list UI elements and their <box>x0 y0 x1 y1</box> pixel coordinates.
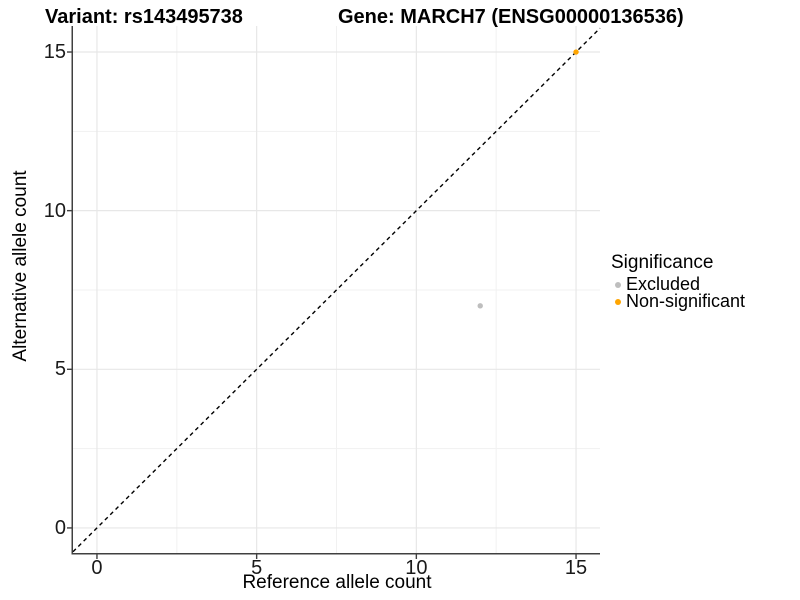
identity-reference-line <box>72 27 601 553</box>
y-axis-label: Alternative allele count <box>10 170 31 362</box>
x-tick-label: 5 <box>251 557 263 579</box>
x-tick-label: 15 <box>564 557 588 579</box>
plot-title-variant: Variant: rs143495738 <box>45 6 243 28</box>
x-tick-label: 10 <box>405 557 428 579</box>
y-tick-label: 0 <box>54 516 66 539</box>
x-tick-label: 0 <box>91 557 103 579</box>
excluded-point-swatch <box>615 281 621 288</box>
point-excluded <box>477 303 483 309</box>
legend-item-label-non-significant: Non-significant <box>626 291 746 311</box>
x-axis-label: Reference allele count <box>242 572 432 593</box>
legend-item-label-excluded: Excluded <box>626 274 701 294</box>
point-non-significant <box>573 49 579 55</box>
legend-title: Significance <box>611 252 714 273</box>
y-tick-label: 5 <box>54 358 66 381</box>
non-significant-point-swatch <box>615 298 621 305</box>
legend-item-non-significant: Non-significant <box>611 291 746 311</box>
y-tick-label: 10 <box>43 199 66 222</box>
y-tick-label: 15 <box>43 41 66 64</box>
legend: Significance Excluded Non-significant <box>611 252 746 311</box>
plot-title-gene: Gene: MARCH7 (ENSG00000136536) <box>338 6 684 28</box>
legend-item-excluded: Excluded <box>611 274 745 294</box>
